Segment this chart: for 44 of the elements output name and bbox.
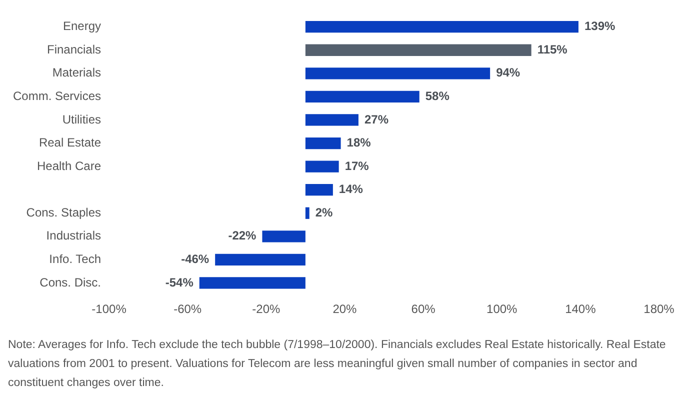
data-label: 27% [364, 112, 389, 126]
data-label: 58% [425, 89, 450, 104]
y-tick-label: Real Estate [38, 136, 102, 150]
data-label: 2% [315, 205, 334, 220]
y-tick-label: Cons. Disc. [40, 275, 102, 290]
bar [305, 21, 578, 33]
bar [305, 90, 420, 103]
y-tick-label: Industrials [46, 228, 102, 243]
y-tick-label: Financials [46, 42, 102, 56]
y-tick-label: Info. Tech [49, 252, 102, 266]
bar [199, 277, 306, 289]
data-label: 17% [344, 158, 370, 173]
data-label: -46% [181, 252, 210, 266]
data-label: 18% [346, 136, 372, 150]
data-label: 115% [537, 42, 568, 56]
y-tick-label: Health Care [36, 158, 102, 173]
y-tick-label: Materials [52, 66, 102, 80]
bar [305, 44, 532, 56]
bar [305, 114, 358, 126]
y-tick-label: Energy [62, 19, 102, 34]
x-tick-label: 140% [565, 302, 596, 316]
y-tick-label: Utilities [62, 112, 102, 126]
bar [215, 254, 306, 266]
bar [305, 160, 339, 172]
y-tick-label: Cons. Staples [26, 205, 102, 220]
x-tick-label: -20% [252, 302, 280, 316]
x-tick-label: -60% [174, 302, 202, 316]
data-label: 14% [338, 182, 364, 196]
data-label: -54% [165, 275, 194, 290]
y-tick-label: Comm. Services [13, 89, 102, 104]
text: Note: Averages for Info. Tech exclude the tech bubble (7/1998–10/2000). Financials excludes Real Estate historically. Real Estate valuations from 2001 to present. Valuations for Telecom are less meaningful given small number of companies in sector and constituent changes over time. [8, 338, 667, 391]
bar [305, 137, 341, 150]
x-tick-label: 60% [411, 302, 436, 316]
x-tick-label: 20% [332, 302, 358, 316]
data-label: 139% [584, 19, 616, 34]
data-label: 94% [496, 66, 520, 80]
bar [305, 184, 333, 196]
bar [305, 68, 490, 80]
x-tick-label: 100% [486, 302, 518, 316]
bar [305, 207, 310, 219]
x-tick-label: 180% [644, 302, 675, 316]
bar [262, 230, 306, 242]
data-label: -22% [228, 228, 257, 243]
x-tick-label: -100% [92, 302, 127, 316]
